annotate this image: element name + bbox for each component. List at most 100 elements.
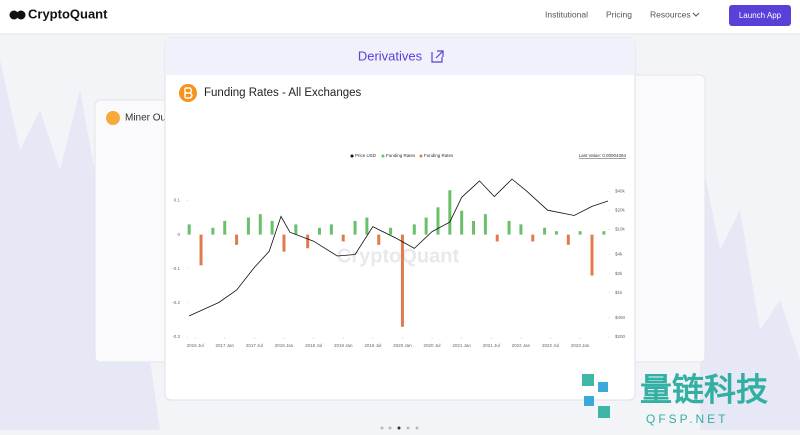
- funding-bar: [389, 227, 393, 235]
- y2-tick-label: $40k: [615, 188, 626, 193]
- funding-bar: [365, 217, 369, 235]
- carousel-dot[interactable]: [397, 426, 401, 430]
- nav-link[interactable]: Pricing: [606, 9, 632, 19]
- funding-bar: [578, 231, 582, 235]
- funding-bar: [472, 220, 476, 235]
- funding-bar: [519, 224, 523, 235]
- site-watermark: 量链科技 QFSP.NET: [582, 371, 768, 426]
- funding-bar: [270, 220, 274, 235]
- launch-button[interactable]: [729, 5, 791, 26]
- funding-bar: [554, 231, 558, 235]
- funding-bar: [223, 220, 227, 235]
- funding-bar: [507, 220, 511, 235]
- y-tick-label: -0.2: [172, 300, 180, 305]
- x-tick-label: 2022 Jan: [512, 343, 531, 348]
- watermark-icon: [598, 382, 608, 392]
- legend-label: Price USD: [355, 153, 377, 158]
- nav-bar: [0, 0, 800, 34]
- y-tick-label: 0: [177, 232, 180, 237]
- legend-label: Funding Rates: [386, 153, 416, 158]
- funding-bar: [377, 234, 381, 245]
- watermark-icon: [582, 374, 594, 386]
- funding-bar: [306, 234, 310, 249]
- card-header-title[interactable]: Derivatives: [358, 48, 423, 63]
- y-tick-label: 0.1: [174, 198, 181, 203]
- funding-bar: [235, 234, 239, 245]
- x-tick-label: 2023 Jan: [571, 343, 590, 348]
- last-value: Last Value: 0.00004394: [579, 153, 627, 158]
- logo[interactable]: CryptoQuant: [28, 6, 108, 21]
- y2-tick-label: $20k: [615, 207, 626, 212]
- funding-bar: [211, 227, 215, 235]
- launch-button-label[interactable]: Launch App: [739, 11, 782, 20]
- funding-bar: [318, 227, 322, 235]
- chart: CryptoQuant Last Value: 0.00004394 0.1 0 -0.…: [172, 153, 626, 348]
- legend-swatch: [419, 154, 423, 158]
- carousel-dot[interactable]: [380, 426, 384, 430]
- funding-bar: [353, 220, 357, 235]
- y2-tick-label: $2k: [615, 271, 623, 276]
- funding-bar: [448, 190, 452, 235]
- funding-bar: [543, 227, 547, 235]
- x-tick-label: 2017 Jul: [246, 343, 263, 348]
- funding-bar: [246, 217, 250, 235]
- funding-bar: [566, 234, 570, 245]
- x-tick-label: 2022 Jul: [542, 343, 559, 348]
- funding-bar: [400, 234, 404, 327]
- nav-link[interactable]: Resources: [650, 9, 691, 19]
- logo-icon: [16, 10, 26, 20]
- y-tick-label: -0.3: [172, 334, 180, 339]
- background-chart: [700, 150, 800, 430]
- funding-bar: [483, 214, 487, 235]
- y2-tick-label: $4k: [615, 252, 623, 257]
- y2-tick-label: $200: [615, 334, 626, 339]
- carousel-dot[interactable]: [388, 426, 392, 430]
- funding-bar: [187, 224, 191, 235]
- x-tick-label: 2020 Jan: [393, 343, 412, 348]
- funding-bar: [436, 207, 440, 235]
- watermark-title: 量链科技: [640, 371, 768, 407]
- y2-tick-label: $10k: [615, 227, 626, 232]
- card-title: Funding Rates - All Exchanges: [204, 87, 362, 99]
- funding-bar: [531, 234, 535, 242]
- carousel-dot[interactable]: [406, 426, 410, 430]
- chevron: [692, 12, 700, 17]
- nav-link[interactable]: Institutional: [545, 9, 588, 19]
- y-tick-label: -0.1: [172, 266, 180, 271]
- x-tick-label: 2021 Jan: [452, 343, 471, 348]
- legend-label: Funding Rates: [424, 153, 454, 158]
- watermark-icon: [598, 406, 610, 418]
- watermark-icon: [584, 396, 594, 406]
- x-tick-label: 2020 Jul: [424, 343, 441, 348]
- chart-watermark: CryptoQuant: [337, 245, 460, 267]
- card-header: [165, 38, 635, 75]
- watermark-subtitle: QFSP.NET: [646, 412, 728, 426]
- price-line: [189, 178, 609, 317]
- x-tick-label: 2017 Jan: [215, 343, 234, 348]
- legend-swatch: [350, 154, 354, 158]
- funding-bar: [282, 234, 286, 252]
- funding-bar: [258, 214, 262, 235]
- legend-swatch: [381, 154, 385, 158]
- funding-bar: [460, 210, 464, 235]
- logo-icon: [9, 10, 19, 20]
- y2-tick-label: $1k: [615, 290, 623, 295]
- x-tick-label: 2021 Jul: [483, 343, 500, 348]
- bitcoin-icon: [106, 111, 120, 125]
- funding-bar: [199, 234, 203, 266]
- funding-bar: [329, 224, 333, 235]
- funding-bar: [495, 234, 499, 242]
- back-card-title: Miner Out: [125, 113, 169, 124]
- x-tick-label: 2019 Jan: [334, 343, 353, 348]
- funding-bar: [412, 224, 416, 235]
- carousel-dot[interactable]: [415, 426, 419, 430]
- funding-bar: [602, 231, 606, 235]
- x-tick-label: 2019 Jul: [364, 343, 381, 348]
- x-tick-label: 2018 Jul: [305, 343, 322, 348]
- funding-bar: [341, 234, 345, 242]
- funding-bar: [590, 234, 594, 276]
- funding-bar: [424, 217, 428, 235]
- x-tick-label: 2018 Jan: [275, 343, 294, 348]
